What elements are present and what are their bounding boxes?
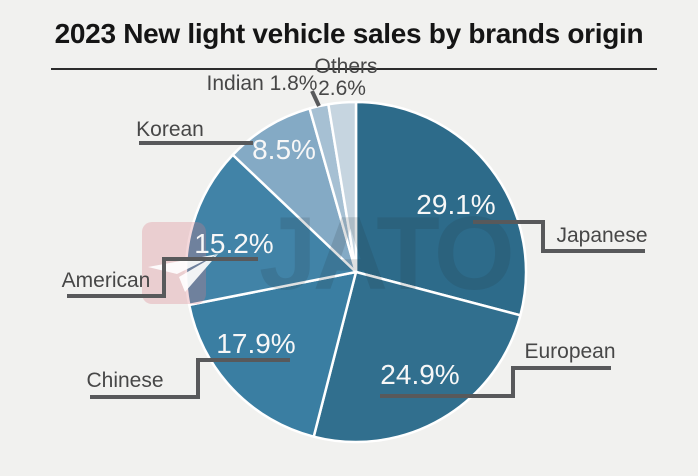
category-label-american: American: [61, 269, 151, 292]
category-label-european: European: [524, 340, 616, 363]
leader-line-european: [380, 366, 611, 398]
jato-watermark-text: JATO: [259, 196, 515, 312]
category-label-japanese: Japanese: [556, 224, 648, 247]
leader-line-chinese: [90, 358, 290, 399]
paper-plane-icon: [148, 254, 218, 292]
percent-label-8.5-: 8.5%: [252, 134, 316, 165]
chart-title: 2023 New light vehicle sales by brands o…: [54, 18, 644, 49]
category-label-2.6-: 2.6%: [318, 77, 366, 100]
percent-label-17.9-: 17.9%: [216, 328, 296, 359]
category-label-others: Others: [314, 55, 378, 78]
leader-line-indian: [310, 90, 321, 107]
title-underline: [51, 68, 657, 70]
category-label-korean: Korean: [136, 118, 204, 141]
percent-label-24.9-: 24.9%: [380, 359, 460, 390]
category-label-indian-1.8-: Indian 1.8%: [206, 72, 318, 95]
category-label-chinese: Chinese: [86, 369, 164, 392]
